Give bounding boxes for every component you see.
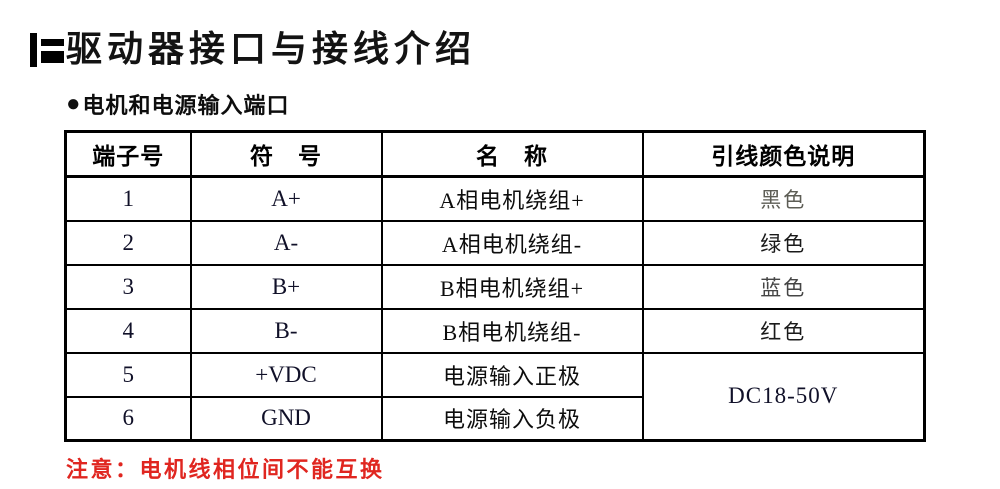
caution-note: 注意：电机线相位间不能互换	[66, 457, 385, 482]
table-row: 2 A- A相电机绕组- 绿色	[64, 219, 926, 266]
symbol-cell: GND	[189, 395, 383, 442]
symbol-cell: A+	[189, 175, 383, 222]
terminal-cell: 3	[64, 263, 192, 310]
wire-color-cell: 黑色	[641, 175, 926, 222]
name-cell: B相电机绕组+	[380, 263, 644, 310]
terminal-table: 端子号 符 号 名 称 引线颜色说明 1 A+ A相电机绕组+ 黑色 2 A- …	[64, 130, 926, 442]
title-row: 驱动器接口与接线介绍	[30, 28, 476, 70]
marker-bottom-bar	[41, 51, 64, 63]
power-range-cell: DC18-50V	[641, 351, 926, 442]
symbol-cell: B+	[189, 263, 383, 310]
name-cell: 电源输入负极	[380, 395, 644, 442]
table-row: 4 B- B相电机绕组- 红色	[64, 307, 926, 354]
table-row: 6 GND 电源输入负极	[64, 395, 925, 442]
header-symbol: 符 号	[189, 130, 383, 178]
section-title: 电机和电源输入端口	[82, 93, 290, 118]
wire-color-cell: 蓝色	[641, 263, 926, 310]
table-row: 5 +VDC 电源输入正极 DC18-50V	[64, 351, 926, 442]
section-marker-icon	[30, 29, 64, 69]
marker-vertical-bar	[30, 33, 37, 67]
wire-color-cell: 红色	[641, 307, 926, 354]
table-row: 1 A+ A相电机绕组+ 黑色	[64, 175, 926, 222]
marker-top-bar	[41, 39, 64, 46]
bullet-icon: ●	[66, 91, 82, 117]
table-row: 3 B+ B相电机绕组+ 蓝色	[64, 263, 926, 310]
terminal-cell: 1	[64, 175, 192, 222]
section-heading: ● 电机和电源输入端口	[66, 88, 290, 120]
terminal-cell: 5	[64, 351, 192, 398]
header-terminal: 端子号	[64, 130, 192, 178]
terminal-cell: 4	[64, 307, 192, 354]
symbol-cell: B-	[189, 307, 383, 354]
name-cell: A相电机绕组+	[380, 175, 644, 222]
symbol-cell: +VDC	[189, 351, 383, 398]
name-cell: A相电机绕组-	[380, 219, 644, 266]
symbol-cell: A-	[189, 219, 383, 266]
name-cell: 电源输入正极	[380, 351, 644, 398]
header-name: 名 称	[380, 130, 644, 178]
terminal-cell: 6	[64, 395, 192, 442]
table-header-row: 端子号 符 号 名 称 引线颜色说明	[64, 130, 926, 178]
wire-color-cell: 绿色	[641, 219, 926, 266]
name-cell: B相电机绕组-	[380, 307, 644, 354]
header-wire-color: 引线颜色说明	[641, 130, 926, 178]
terminal-cell: 2	[64, 219, 192, 266]
page-title: 驱动器接口与接线介绍	[66, 29, 477, 69]
